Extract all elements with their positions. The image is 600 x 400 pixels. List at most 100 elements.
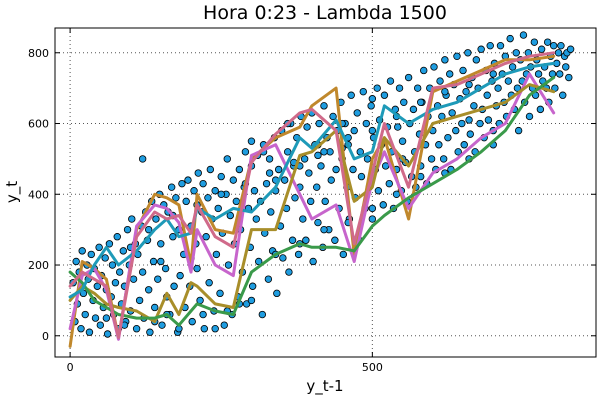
scatter-point <box>102 314 111 322</box>
scatter-point <box>235 165 244 174</box>
scatter-point <box>206 165 215 174</box>
scatter-point <box>349 165 357 174</box>
series-line <box>68 51 556 339</box>
scatter-point <box>285 268 293 276</box>
scatter-point <box>317 162 325 170</box>
scatter-point <box>556 70 564 78</box>
scatter-point <box>108 261 117 269</box>
scatter-point <box>368 215 377 223</box>
scatter-point <box>320 102 328 110</box>
scatter-point <box>303 123 311 131</box>
scatter-point <box>320 148 328 156</box>
scatter-point <box>562 63 570 71</box>
scatter-point <box>212 250 221 259</box>
scatter-point <box>78 247 86 255</box>
y-axis-label: y_t <box>3 181 22 203</box>
scatter-point <box>454 148 462 156</box>
scatter-point <box>427 155 436 163</box>
scatter-point <box>559 91 567 99</box>
scatter-point <box>331 236 339 244</box>
scatter-point <box>144 286 153 294</box>
scatter-point <box>184 176 192 184</box>
scatter-point <box>313 183 321 191</box>
scatter-point <box>514 126 523 135</box>
grid <box>55 28 596 357</box>
scatter-point <box>138 155 147 163</box>
scatter-point <box>489 70 497 78</box>
series-line <box>68 61 556 299</box>
y-tick-label: 600 <box>28 118 49 131</box>
plot-frame <box>54 27 597 358</box>
scatter-point <box>465 80 473 89</box>
scatter-point <box>385 179 393 188</box>
scatter-point <box>300 155 309 163</box>
scatter-point <box>188 317 196 326</box>
scatter-point <box>466 130 474 138</box>
scatter-point <box>96 321 105 329</box>
scatter-point <box>241 148 250 156</box>
scatter-point <box>435 141 443 149</box>
scatter-point <box>472 56 481 64</box>
scatter-point <box>151 303 159 312</box>
scatter-point <box>409 105 418 114</box>
scatter-point <box>169 233 177 241</box>
scatter-point <box>557 41 565 50</box>
scatter-point <box>129 275 138 283</box>
scatter-point <box>512 49 520 57</box>
chart-title: Hora 0:23 - Lambda 1500 <box>203 2 447 24</box>
y-tick-label: 200 <box>28 259 49 272</box>
scatter-point <box>441 56 449 64</box>
scatter-point <box>430 63 438 71</box>
x-tick-label: 500 <box>362 361 383 374</box>
scatter-point <box>549 41 558 50</box>
scatter-point <box>87 250 95 259</box>
scatter-point <box>327 176 335 184</box>
scatter-point <box>158 321 166 329</box>
scatter-point <box>395 84 404 92</box>
scatter-point <box>103 330 112 338</box>
scatter-point <box>448 109 456 117</box>
scatter-point <box>350 126 358 135</box>
scatter-point <box>273 289 281 298</box>
scatter-point <box>138 268 147 276</box>
series-line <box>68 76 556 327</box>
x-axis-label: y_t-1 <box>306 377 343 396</box>
scatter-point <box>536 105 545 114</box>
scatter-point <box>247 296 256 305</box>
scatter-point <box>265 169 274 177</box>
scatter-point <box>211 324 219 333</box>
scatter-point <box>262 179 271 188</box>
scatter-point <box>339 250 348 259</box>
scatter-point <box>274 165 283 174</box>
scatter-point <box>506 34 514 43</box>
scatter-point <box>484 116 493 124</box>
scatter-point <box>508 63 517 71</box>
scatter-point <box>347 91 355 99</box>
scatter-point <box>367 102 375 110</box>
scatter-point <box>152 215 160 223</box>
scatter-point <box>459 66 467 75</box>
scatter-point <box>250 187 259 195</box>
scatter-point <box>458 119 466 128</box>
scatter-point <box>368 126 377 135</box>
scatter-point <box>81 310 89 319</box>
scatter-point <box>214 204 222 213</box>
scatter-point <box>267 208 275 216</box>
scatter-point <box>115 268 124 276</box>
scatter-point <box>111 279 120 287</box>
scatter-point <box>280 176 289 184</box>
scatter-point <box>200 324 209 333</box>
scatter-point <box>167 183 176 191</box>
scatter-point <box>494 84 502 92</box>
scatter-point <box>217 172 225 181</box>
scatter-point <box>170 282 178 290</box>
scatter-point <box>223 155 231 163</box>
series-line <box>68 83 556 324</box>
scatter-point <box>566 45 575 53</box>
scatter-point <box>123 225 132 234</box>
scatter-point <box>95 243 103 252</box>
scatter-point <box>444 133 452 142</box>
scatter-point <box>217 190 225 198</box>
scatter-point <box>314 151 322 160</box>
scatter-point <box>157 257 165 266</box>
